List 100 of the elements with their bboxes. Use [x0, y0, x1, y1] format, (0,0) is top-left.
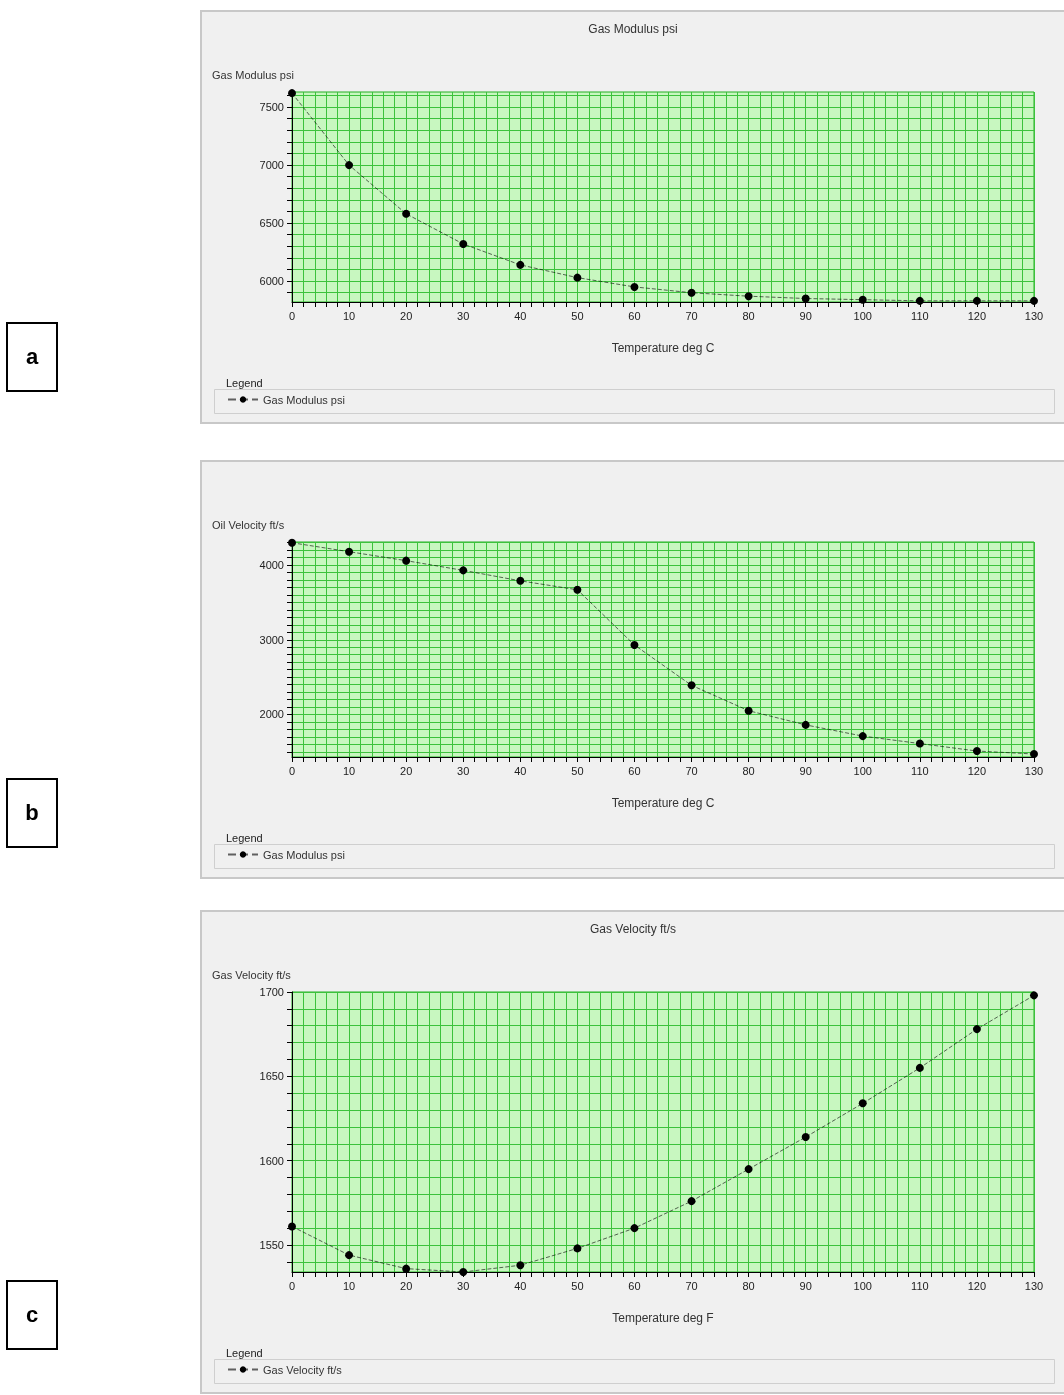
point: [573, 585, 582, 594]
x-tick-label: 120: [967, 309, 987, 322]
y-tick-label: 7500: [259, 101, 284, 114]
point: [915, 296, 924, 305]
x-tick-label: 20: [400, 1279, 413, 1292]
point: [915, 739, 924, 748]
x-tick-label: 50: [571, 764, 584, 777]
x-tick-label: 130: [1024, 764, 1044, 777]
x-tick-label: 90: [799, 764, 812, 777]
x-tick-label: 70: [685, 764, 698, 777]
x-tick-label: 10: [342, 764, 356, 777]
point: [744, 292, 753, 301]
y-tick-label: 2000: [259, 708, 284, 721]
point: [516, 260, 525, 269]
y-axis-title: Gas Velocity ft/s: [212, 968, 292, 981]
point: [687, 288, 696, 297]
x-tick-label: 70: [685, 309, 698, 322]
x-tick-label: 130: [1024, 1279, 1044, 1292]
point: [288, 1222, 296, 1231]
x-tick-label: 60: [628, 764, 641, 777]
x-tick-label: 100: [853, 764, 872, 777]
x-tick-label: 50: [571, 309, 584, 322]
x-tick-label: 0: [288, 764, 296, 777]
point: [744, 706, 753, 715]
legend-label: Gas Velocity ft/s: [263, 1363, 343, 1376]
x-axis-title: Temperature deg C: [611, 796, 715, 810]
x-tick-label: 10: [342, 1279, 356, 1292]
point: [573, 273, 582, 282]
point: [687, 681, 696, 690]
legend-title: Legend: [226, 376, 263, 389]
y-tick-label: 7000: [259, 159, 284, 172]
x-tick-label: 30: [457, 1279, 470, 1292]
point: [858, 732, 867, 741]
x-tick-label: 120: [967, 1279, 987, 1292]
point: [915, 1063, 924, 1072]
point: [972, 296, 981, 305]
x-tick-label: 100: [853, 309, 872, 322]
y-tick-label: 6000: [259, 275, 284, 288]
x-tick-label: 80: [742, 1279, 755, 1292]
legend-label: Gas Modulus psi: [263, 848, 345, 861]
x-tick-label: 110: [911, 309, 929, 322]
y-tick-label: 6500: [259, 217, 284, 230]
x-tick-label: 130: [1024, 309, 1044, 322]
text: c: [6, 1280, 58, 1350]
legend-label: Gas Modulus psi: [263, 393, 345, 406]
point: [459, 1268, 468, 1276]
x-tick-label: 30: [457, 764, 470, 777]
x-tick-label: 80: [742, 764, 755, 777]
point: [687, 1197, 696, 1206]
point: [630, 641, 639, 650]
point: [573, 1244, 582, 1253]
point: [516, 1261, 525, 1270]
y-tick-label: 1550: [259, 1239, 284, 1252]
x-tick-label: 90: [799, 1279, 812, 1292]
x-tick-label: 50: [571, 1279, 584, 1292]
chart-title: Gas Modulus psi: [588, 22, 678, 36]
point: [801, 1133, 810, 1142]
y-tick-label: 4000: [259, 559, 284, 572]
point: [972, 747, 981, 756]
x-tick-label: 90: [799, 309, 812, 322]
legend-title: Legend: [226, 831, 263, 844]
x-tick-label: 110: [911, 764, 929, 777]
y-tick-label: 3000: [259, 633, 284, 646]
y-tick-label: 1700: [259, 986, 284, 998]
point: [1030, 991, 1038, 1000]
x-tick-label: 60: [628, 1279, 641, 1292]
point: [459, 566, 468, 575]
x-tick-label: 20: [400, 764, 413, 777]
x-tick-label: 100: [853, 1279, 872, 1292]
point: [744, 1165, 753, 1174]
x-tick-label: 0: [288, 309, 296, 322]
y-axis-title: Gas Modulus psi: [212, 68, 294, 81]
point: [1030, 750, 1038, 759]
point: [459, 239, 468, 248]
x-tick-label: 70: [685, 1279, 698, 1292]
x-tick-label: 60: [628, 309, 641, 322]
x-tick-label: 40: [514, 309, 527, 322]
y-tick-label: 1600: [259, 1154, 284, 1167]
point: [972, 1025, 981, 1034]
y-axis-title: Oil Velocity ft/s: [212, 518, 285, 531]
point: [402, 556, 411, 565]
point: [801, 720, 810, 729]
x-axis-title: Temperature deg C: [611, 341, 715, 355]
point: [402, 1264, 411, 1273]
point: [630, 1224, 639, 1233]
point: [345, 161, 354, 170]
x-tick-label: 40: [514, 764, 527, 777]
x-tick-label: 120: [967, 764, 987, 777]
point: [858, 295, 867, 304]
point: [345, 1251, 354, 1260]
legend-title: Legend: [226, 1346, 263, 1359]
x-tick-label: 30: [457, 309, 470, 322]
x-tick-label: 0: [288, 1279, 296, 1292]
x-tick-label: 80: [742, 309, 755, 322]
x-tick-label: 40: [514, 1279, 527, 1292]
point: [345, 547, 354, 556]
point: [630, 282, 639, 291]
x-tick-label: 20: [400, 309, 413, 322]
point: [288, 89, 296, 98]
point: [516, 576, 525, 585]
